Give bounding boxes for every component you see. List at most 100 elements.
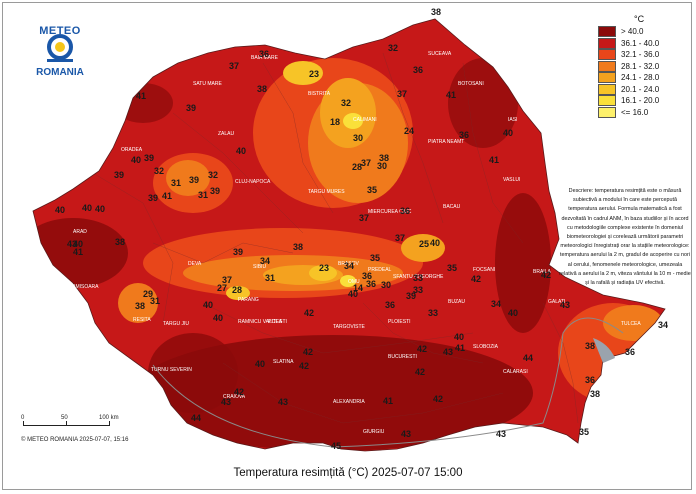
station-value: 29 [143, 289, 153, 299]
station-value: 39 [233, 247, 243, 257]
station-value: 37 [359, 213, 369, 223]
city-label: SLOBOZIA [473, 344, 499, 350]
legend-label: 32.1 - 36.0 [621, 50, 660, 59]
zone-20-24-north [283, 61, 323, 85]
legend-swatch [598, 60, 616, 72]
city-label: BAIA MARE [251, 55, 279, 61]
zone-16-20-calimani [343, 113, 363, 129]
station-value: 44 [191, 413, 201, 423]
city-label: BRAILA [533, 269, 551, 275]
station-value: 38 [431, 7, 441, 17]
zone-24-28-east [401, 234, 445, 262]
station-value: 39 [406, 291, 416, 301]
station-value: 41 [446, 90, 456, 100]
station-value: 41 [73, 247, 83, 257]
station-value: 42 [234, 387, 244, 397]
station-value: 35 [579, 427, 589, 437]
station-value: 40 [348, 289, 358, 299]
city-label: CALARASI [503, 369, 528, 375]
legend-label: 20.1 - 24.0 [621, 84, 660, 94]
legend-item: > 40.0 [598, 26, 643, 37]
scale-label-50: 50 [61, 415, 68, 421]
station-value: 34 [260, 256, 270, 266]
station-value: 40 [255, 359, 265, 369]
city-label: RAMNICU VALCEA [238, 319, 283, 325]
city-label: VASLUI [503, 177, 520, 183]
station-value: 42 [303, 347, 313, 357]
scale-bar: 0 50 100 km [21, 415, 121, 435]
city-label: PIATRA NEAMT [428, 139, 464, 145]
city-label: GALATI [548, 299, 565, 305]
county-boundaries [92, 52, 579, 424]
station-value: 42 [304, 308, 314, 318]
station-value: 38 [379, 153, 389, 163]
station-value: 36 [366, 279, 376, 289]
station-value: 40 [454, 332, 464, 342]
station-value: 36 [625, 347, 635, 357]
city-label: SATU MARE [193, 81, 222, 87]
zone-28-32-banat [118, 283, 158, 323]
station-value: 39 [148, 193, 158, 203]
map-frame: BAIA MARE SATU MARE ORADEA ARAD TIMISOARA RES… [2, 2, 692, 490]
station-value: 40 [503, 128, 513, 138]
station-value: 36 [400, 206, 410, 216]
legend-swatch [598, 95, 616, 106]
station-value: 40 [131, 155, 141, 165]
station-value: 44 [523, 353, 533, 363]
station-value: 28 [232, 285, 242, 295]
station-value: 43 [496, 429, 506, 439]
station-value: 42 [433, 394, 443, 404]
station-value: 32 [341, 98, 351, 108]
legend-swatch [598, 49, 616, 60]
city-label: ARAD [73, 229, 87, 235]
city-label: CONSTANTA [591, 395, 622, 401]
legend-label: 36.1 - 40.0 [621, 38, 660, 48]
city-label: ALEXANDRIA [333, 399, 365, 405]
city-label: SIBIU [253, 264, 266, 270]
station-value: 39 [189, 175, 199, 185]
station-value: 40 [95, 204, 105, 214]
city-label: BOTOSANI [458, 81, 484, 87]
legend-unit: °C [634, 14, 645, 24]
zone-over-40-southwest [148, 333, 238, 413]
scale-label-100: 100 km [99, 415, 119, 421]
city-label: SUCEAVA [428, 51, 452, 57]
city-label: BISTRITA [308, 91, 331, 97]
station-value: 36 [459, 130, 469, 140]
station-value: 41 [455, 343, 465, 353]
description-text: Descriere: temperatura resimțită este o … [559, 188, 691, 287]
city-label: OMU [348, 279, 360, 285]
station-value: 31 [198, 190, 208, 200]
station-value: 37 [395, 233, 405, 243]
city-label: ORADEA [121, 147, 143, 153]
station-value: 40 [55, 205, 65, 215]
station-value: 23 [319, 263, 329, 273]
city-label: DEVA [188, 261, 202, 267]
romania-map: BAIA MARE SATU MARE ORADEA ARAD TIMISOARA RES… [32, 7, 672, 452]
station-value: 36 [259, 49, 269, 59]
station-value: 40 [236, 146, 246, 156]
city-label: TARGU JIU [163, 321, 189, 327]
station-value: 43 [401, 429, 411, 439]
station-value: 30 [381, 280, 391, 290]
station-value: 42 [471, 274, 481, 284]
city-label: TURNU SEVERIN [151, 367, 192, 373]
station-value: 31 [265, 273, 275, 283]
station-value: 40 [82, 203, 92, 213]
city-label: SFANTU GHEORGHE [393, 274, 444, 280]
station-value: 39 [186, 103, 196, 113]
scale-label-0: 0 [21, 415, 25, 421]
legend-item: 20.1 - 24.0 [598, 83, 660, 95]
zone-24-28-calimani [320, 78, 376, 148]
city-label: BACAU [443, 204, 461, 210]
station-value: 41 [162, 191, 172, 201]
zone-16-20-omu [340, 275, 356, 287]
station-value: 35 [447, 263, 457, 273]
station-value: 36 [385, 300, 395, 310]
station-value: 23 [309, 69, 319, 79]
danube-river [152, 317, 624, 448]
legend-item: 24.1 - 28.0 [598, 72, 659, 83]
legend-label: 28.1 - 32.0 [621, 61, 660, 71]
legend-swatch [598, 83, 616, 95]
city-label: CRAIOVA [223, 394, 246, 400]
